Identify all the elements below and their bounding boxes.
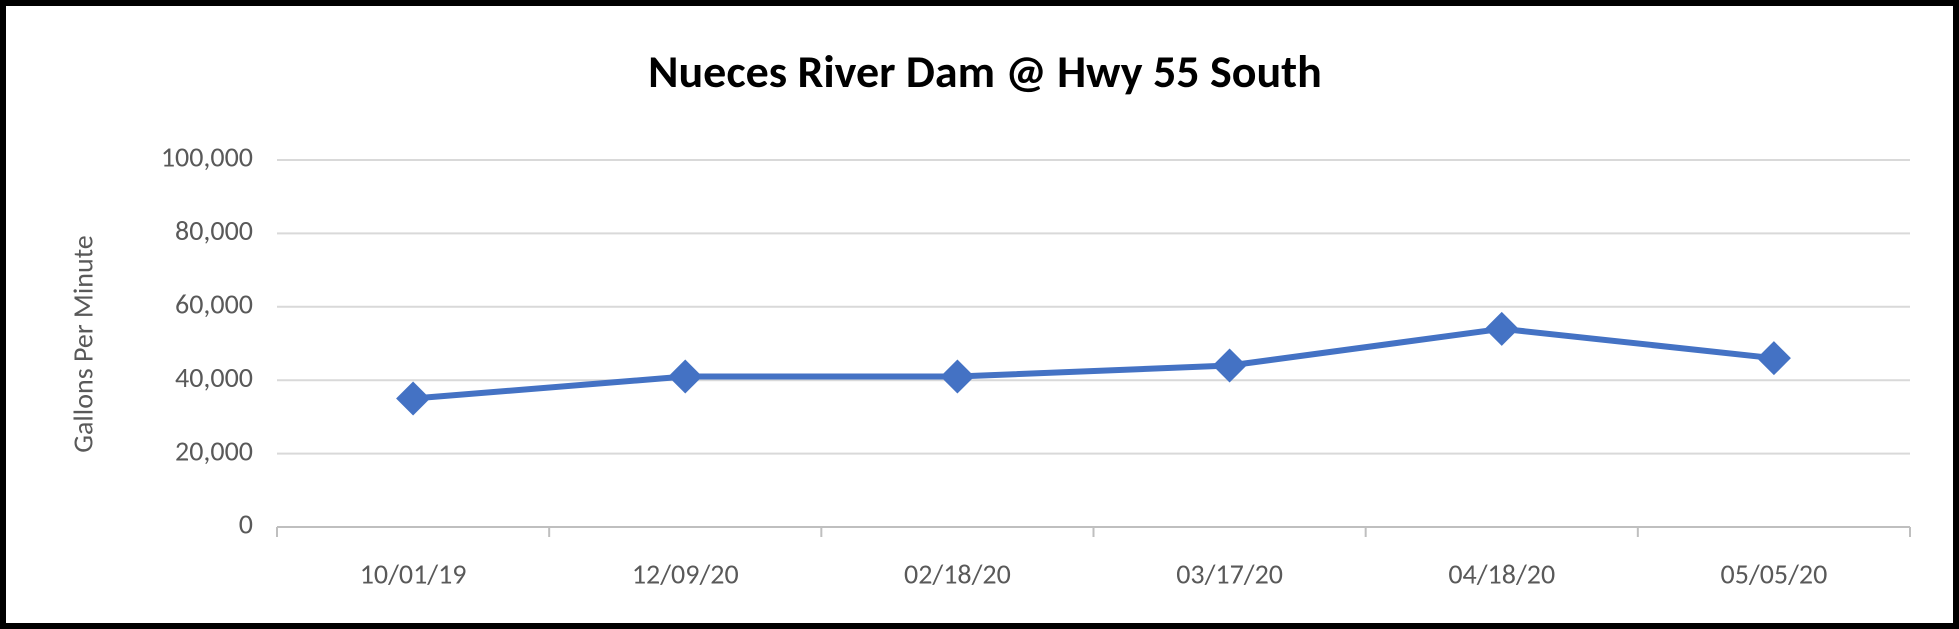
y-tick-label: 40,000	[175, 360, 253, 395]
x-tick-label: 10/01/19	[360, 557, 467, 592]
x-tick-label: 12/09/20	[632, 557, 739, 592]
x-tick-label: 05/05/20	[1721, 557, 1828, 592]
data-marker	[1212, 348, 1247, 383]
data-marker	[396, 381, 431, 416]
x-tick-label: 03/17/20	[1176, 557, 1283, 592]
y-tick-label: 100,000	[161, 140, 253, 175]
chart-title: Nueces River Dam @ Hwy 55 South	[648, 44, 1322, 100]
data-marker	[1756, 341, 1791, 376]
y-tick-label: 0	[239, 507, 253, 542]
y-tick-label: 20,000	[175, 433, 253, 468]
data-marker	[1484, 311, 1519, 346]
y-axis-title: Gallons Per Minute	[66, 235, 101, 452]
x-tick-label: 04/18/20	[1448, 557, 1555, 592]
x-tick-label: 02/18/20	[904, 557, 1011, 592]
y-tick-label: 60,000	[175, 286, 253, 321]
data-marker	[668, 359, 703, 394]
data-marker	[940, 359, 975, 394]
data-line	[412, 325, 1775, 402]
y-tick-label: 80,000	[175, 213, 253, 248]
